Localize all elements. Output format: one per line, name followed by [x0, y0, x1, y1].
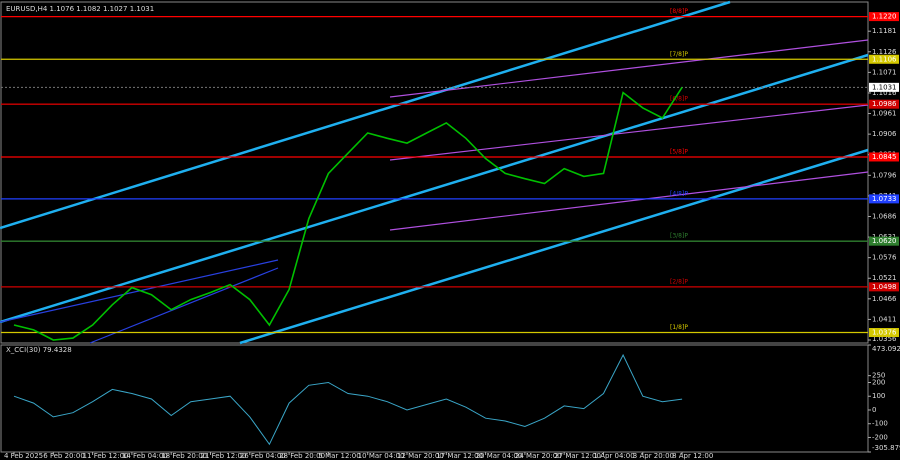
- y-tick-label: 1.0576: [872, 254, 897, 262]
- y-tick-label: 1.0356: [872, 335, 897, 343]
- level-name: [8/8]P: [670, 8, 688, 15]
- level-box: [869, 328, 899, 338]
- y-tick-label: 1.1181: [872, 27, 897, 35]
- y-tick-label: 1.0906: [872, 130, 897, 138]
- x-tick-label: 4 Feb 2025: [4, 452, 43, 460]
- x-tick-label: 28 Feb 20:00: [279, 452, 325, 460]
- last-price-label: 1.1031: [872, 83, 897, 91]
- y-tick-label: 100: [872, 392, 885, 400]
- x-tick-label: 1 Apr 04:00: [594, 452, 635, 460]
- level-box: [869, 194, 899, 204]
- y-tick-label: -305.8791: [872, 444, 900, 452]
- y-tick-label: 1.0521: [872, 274, 897, 282]
- channel-lower: [239, 148, 869, 345]
- short-lower: [89, 267, 279, 344]
- y-tick-label: 1.0961: [872, 110, 897, 118]
- y-tick-label: 1.0466: [872, 295, 897, 303]
- level-label: 1.0376: [872, 329, 897, 337]
- level-label: 1.0498: [872, 283, 897, 291]
- level-box: [869, 282, 899, 292]
- level-box: [869, 99, 899, 109]
- x-tick-label: 6 Feb 20:00: [43, 452, 84, 460]
- level-box: [869, 236, 899, 246]
- level-label: 1.0845: [872, 153, 897, 161]
- purple-lower: [389, 171, 869, 231]
- level-label: 1.0733: [872, 195, 897, 203]
- x-tick-label: 26 Feb 04:00: [240, 452, 286, 460]
- x-tick-label: 5 Mar 12:00: [318, 452, 360, 460]
- x-tick-label: 3 Apr 20:00: [633, 452, 674, 460]
- level-box: [869, 54, 899, 64]
- x-tick-label: 21 Feb 12:00: [201, 452, 247, 460]
- y-tick-label: -100: [872, 420, 888, 428]
- x-tick-label: 11 Feb 12:00: [83, 452, 129, 460]
- main-frame: [0, 1, 869, 344]
- level-name: [1/8]P: [670, 324, 688, 331]
- level-name: [7/8]P: [670, 51, 688, 58]
- x-tick-label: 24 Mar 20:00: [515, 452, 562, 460]
- level-label: 1.0620: [872, 237, 897, 245]
- short-channel: [0, 259, 279, 344]
- y-tick-label: 1.1016: [872, 89, 897, 97]
- level-name: [6/8]P: [670, 96, 688, 103]
- level-name: [3/8]P: [670, 233, 688, 240]
- cci-frame: [0, 344, 869, 453]
- level-box: [869, 152, 899, 162]
- x-tick-label: 18 Feb 20:00: [161, 452, 207, 460]
- x-tick-label: 20 Mar 04:00: [476, 452, 523, 460]
- level-label: 1.0986: [872, 100, 897, 108]
- price-line: [13, 353, 683, 446]
- channel-middle: [0, 53, 869, 324]
- x-tick-label: 8 Apr 12:00: [672, 452, 713, 460]
- price-line: [13, 86, 683, 341]
- y-tick-label: 250: [872, 372, 885, 380]
- level-label: 1.1106: [872, 55, 897, 63]
- y-tick-label: 1.0796: [872, 171, 897, 179]
- level-name: [2/8]P: [670, 278, 688, 285]
- y-tick-label: -200: [872, 433, 888, 441]
- chart-title: EURUSD,H4 1.1076 1.1082 1.1027 1.1031: [6, 5, 154, 13]
- y-tick-label: 1.0411: [872, 315, 897, 323]
- last-price-box: [869, 82, 899, 92]
- y-tick-label: 200: [872, 379, 885, 387]
- level-name: [4/8]P: [670, 190, 688, 197]
- purple-upper: [389, 39, 869, 98]
- y-tick-label: 473.0924: [872, 345, 900, 353]
- x-tick-label: 12 Mar 20:00: [397, 452, 444, 460]
- regression-channel: [0, 0, 869, 345]
- x-tick-label: 10 Mar 04:00: [358, 452, 405, 460]
- y-tick-label: 1.1126: [872, 48, 897, 56]
- level-box: [869, 12, 899, 22]
- x-tick-label: 17 Mar 12:00: [436, 452, 483, 460]
- cci-title: X_CCI(30) 79.4328: [6, 346, 72, 354]
- x-tick-label: 14 Feb 04:00: [122, 452, 168, 460]
- y-tick-label: 1.1071: [872, 68, 897, 76]
- y-tick-label: 1.0686: [872, 212, 897, 220]
- level-label: 1.1220: [872, 13, 897, 21]
- y-tick-label: 0: [872, 406, 876, 414]
- channel-upper: [0, 0, 731, 230]
- x-tick-label: 27 Mar 12:00: [554, 452, 601, 460]
- level-name: [5/8]P: [670, 148, 688, 155]
- purple-middle: [389, 104, 869, 161]
